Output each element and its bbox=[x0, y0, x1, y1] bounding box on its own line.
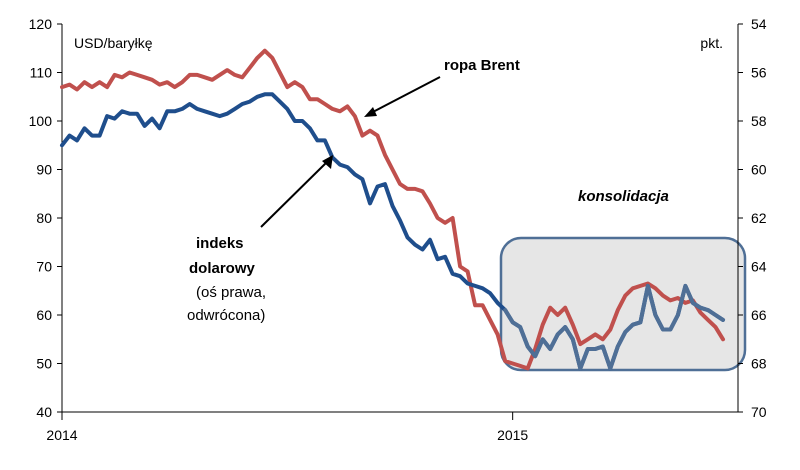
left-tick-label: 60 bbox=[36, 307, 52, 323]
dollar-annotation-label-1: indeks bbox=[196, 235, 244, 252]
x-tick-label: 2014 bbox=[46, 427, 77, 443]
left-tick-label: 50 bbox=[36, 356, 52, 372]
left-tick-label: 80 bbox=[36, 210, 52, 226]
consolidation-label: konsolidacja bbox=[578, 188, 669, 205]
brent-annotation-label: ropa Brent bbox=[444, 57, 520, 74]
series-line-indeks-dolarowy-box-segment bbox=[503, 283, 725, 371]
series-line-ropa-brent bbox=[60, 48, 725, 371]
right-tick-label: 68 bbox=[751, 356, 767, 372]
right-axis-unit-label: pkt. bbox=[700, 35, 723, 51]
right-tick-label: 58 bbox=[751, 113, 767, 129]
left-tick-label: 100 bbox=[29, 113, 53, 129]
dollar-annotation-label-4: odwrócona) bbox=[187, 307, 265, 324]
left-axis-unit-label: USD/baryłkę bbox=[74, 35, 153, 51]
right-tick-label: 70 bbox=[751, 404, 767, 420]
left-axis-ticks: 40 50 60 70 80 90 100 110 120 bbox=[29, 16, 62, 420]
x-axis-ticks: 2014 2015 bbox=[46, 412, 528, 443]
right-tick-label: 62 bbox=[751, 210, 767, 226]
left-tick-label: 40 bbox=[36, 404, 52, 420]
right-tick-label: 56 bbox=[751, 65, 767, 81]
left-tick-label: 90 bbox=[36, 162, 52, 178]
series-layer bbox=[60, 48, 725, 371]
x-tick-label: 2015 bbox=[497, 427, 528, 443]
right-tick-label: 54 bbox=[751, 16, 767, 32]
left-tick-label: 110 bbox=[30, 65, 53, 81]
left-tick-label: 70 bbox=[36, 259, 52, 275]
left-tick-label: 120 bbox=[29, 16, 53, 32]
brent-arrow-head bbox=[364, 107, 377, 117]
brent-arrow bbox=[368, 76, 441, 115]
dollar-annotation-label-2: dolarowy bbox=[189, 260, 256, 277]
right-tick-label: 60 bbox=[751, 162, 767, 178]
dollar-arrow bbox=[260, 159, 330, 228]
dollar-arrow-head bbox=[322, 155, 333, 169]
right-tick-label: 64 bbox=[751, 259, 767, 275]
dollar-annotation-label-3: (oś prawa, bbox=[196, 284, 266, 301]
right-tick-label: 66 bbox=[751, 307, 767, 323]
right-axis-ticks: 54 56 58 60 62 64 66 68 70 bbox=[738, 16, 767, 420]
